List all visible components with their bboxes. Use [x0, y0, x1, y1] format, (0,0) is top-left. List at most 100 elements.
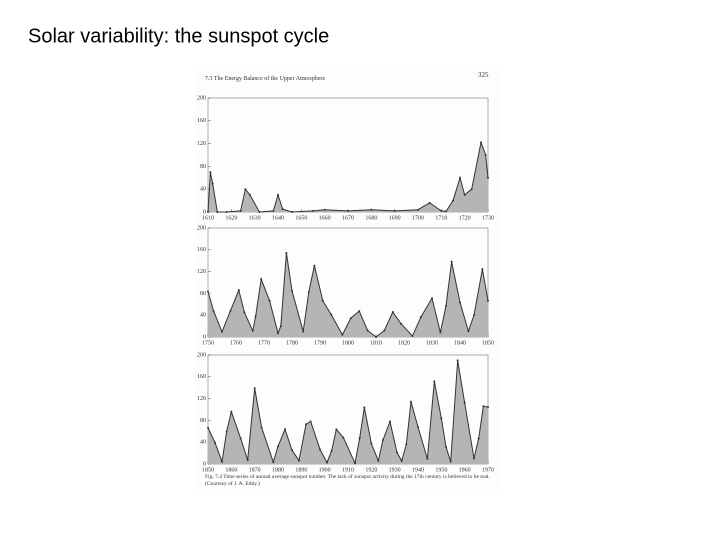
data-point [445, 304, 447, 307]
data-point [221, 330, 223, 333]
x-tick-label: 1920 [365, 467, 377, 473]
data-point [439, 331, 442, 334]
y-tick-label: 40 [200, 440, 206, 446]
data-point [363, 406, 366, 409]
area [208, 360, 488, 464]
data-point [440, 209, 443, 212]
data-point [342, 436, 345, 439]
x-tick-label: 1860 [225, 467, 237, 473]
data-point [272, 461, 275, 464]
data-point [358, 310, 361, 313]
data-point [323, 208, 326, 211]
data-point [249, 193, 251, 196]
data-point [445, 210, 447, 213]
x-tick-label: 1900 [319, 467, 331, 473]
data-point [480, 141, 482, 144]
line [207, 252, 489, 338]
data-point [450, 260, 453, 263]
data-point [291, 449, 293, 452]
data-point [358, 437, 361, 440]
data-point [254, 315, 257, 318]
y-tick-label: 200 [197, 95, 206, 101]
x-tick-label: 1800 [342, 340, 354, 346]
data-point [302, 330, 305, 333]
x-tick-label: 1850 [482, 340, 494, 346]
y-tick-label: 0 [203, 209, 206, 215]
y-tick-label: 40 [200, 313, 206, 319]
data-point [298, 459, 300, 462]
data-point [349, 317, 352, 320]
data-point [456, 359, 459, 362]
data-point [313, 264, 316, 267]
data-point [477, 437, 480, 440]
y-tick-label: 0 [203, 334, 206, 340]
data-point [214, 441, 216, 444]
data-point [473, 457, 475, 460]
data-point [470, 188, 473, 191]
x-tick-label: 1620 [225, 215, 237, 221]
data-point [431, 297, 433, 300]
x-tick-label: 1790 [314, 340, 326, 346]
data-point [433, 380, 436, 383]
data-point [382, 438, 384, 441]
data-point [260, 426, 263, 429]
y-tick-label: 160 [197, 374, 206, 380]
data-point [330, 449, 333, 452]
data-point [239, 437, 242, 440]
y-tick-label: 200 [197, 225, 206, 231]
data-point [251, 329, 254, 332]
y-tick-label: 80 [200, 291, 206, 297]
data-point [225, 211, 228, 213]
x-tick-label: 1650 [295, 215, 307, 221]
x-tick-label: 1630 [249, 215, 261, 221]
x-tick-label: 1710 [435, 215, 447, 221]
data-point [326, 461, 328, 464]
data-point [207, 211, 209, 213]
data-point [253, 387, 256, 390]
data-point [400, 459, 403, 462]
data-point [487, 406, 489, 409]
data-point [207, 290, 209, 293]
data-point [473, 314, 475, 317]
data-point [449, 460, 452, 463]
x-tick-label: 1700 [412, 215, 424, 221]
data-point [291, 289, 293, 292]
data-point [277, 193, 279, 196]
data-point [419, 316, 422, 319]
data-point [246, 459, 249, 462]
data-point [411, 335, 414, 338]
x-tick-label: 1810 [370, 340, 382, 346]
x-tick-label: 1780 [286, 340, 298, 346]
y-tick-label: 160 [197, 247, 206, 253]
data-point [383, 329, 386, 332]
y-tick-label: 120 [197, 396, 206, 402]
data-point [426, 457, 429, 460]
data-point [375, 336, 377, 338]
data-point [370, 208, 373, 211]
data-point [225, 430, 228, 433]
data-point [285, 251, 288, 254]
y-tick-label: 120 [197, 141, 206, 147]
data-point [482, 405, 485, 408]
line [207, 360, 489, 465]
x-tick-label: 1960 [459, 467, 471, 473]
data-point [463, 193, 466, 196]
data-point [239, 209, 242, 212]
data-point [281, 208, 284, 211]
y-tick-label: 40 [200, 187, 206, 193]
x-tick-label: 1910 [342, 467, 354, 473]
data-point [321, 299, 324, 302]
data-point [440, 417, 443, 420]
x-tick-label: 1840 [454, 340, 466, 346]
data-point [268, 299, 271, 302]
data-point [391, 311, 394, 314]
data-point [229, 309, 232, 312]
data-point [410, 400, 412, 403]
data-point [319, 448, 321, 451]
data-point [244, 188, 247, 191]
x-tick-label: 1750 [202, 340, 214, 346]
caption-box: Fig. 7.4 Time series of annual average s… [205, 474, 490, 487]
data-point [272, 209, 275, 212]
data-point [370, 442, 373, 445]
